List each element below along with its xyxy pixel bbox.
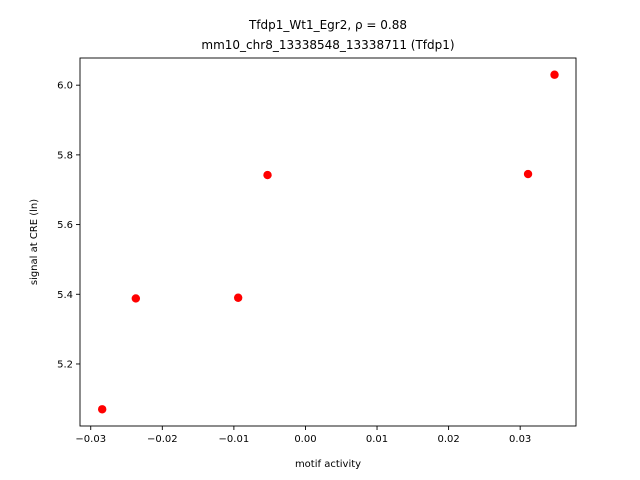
data-point-6 xyxy=(550,70,559,79)
y-tick-label: 6.0 xyxy=(57,81,73,92)
x-tick-label: −0.01 xyxy=(219,434,250,445)
chart-title-line2: mm10_chr8_13338548_13338711 (Tfdp1) xyxy=(201,38,454,52)
x-tick-label: 0.01 xyxy=(366,434,388,445)
data-point-1 xyxy=(97,405,107,414)
x-tick-label: −0.03 xyxy=(75,434,106,445)
y-tick-label: 5.6 xyxy=(57,220,73,231)
x-tick-label: 0.02 xyxy=(437,434,459,445)
plot-area: −0.03 −0.02 −0.01 0.00 0.01 0.02 0.03 5.2 5.4 5.6… xyxy=(57,57,577,445)
y-tick-label: 5.2 xyxy=(57,359,73,370)
data-point-4 xyxy=(263,170,272,180)
y-tick-label: 5.8 xyxy=(57,150,73,161)
data-point-5 xyxy=(523,169,533,179)
y-axis-label: signal at CRE (ln) xyxy=(29,199,40,285)
data-point-2 xyxy=(131,294,141,303)
x-axis-label: motif activity xyxy=(295,459,361,470)
y-tick-label: 5.4 xyxy=(57,290,73,301)
x-tick-label: −0.02 xyxy=(147,434,178,445)
x-tick-label: 0.00 xyxy=(294,434,316,445)
x-tick-label: 0.03 xyxy=(509,434,531,445)
data-point-3 xyxy=(233,293,243,302)
chart-title-line1: Tfdp1_Wt1_Egr2, ρ = 0.88 xyxy=(248,18,407,32)
plot-frame xyxy=(79,57,577,427)
